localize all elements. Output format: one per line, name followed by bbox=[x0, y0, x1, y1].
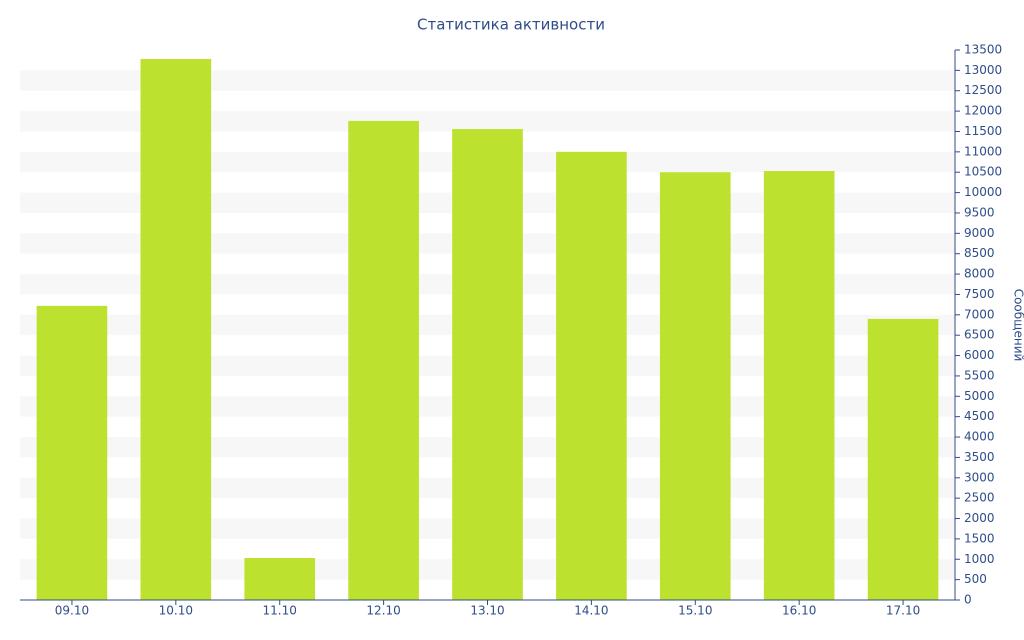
x-tick-label: 14.10 bbox=[574, 604, 608, 618]
y-tick-label: 6000 bbox=[964, 348, 995, 362]
y-tick-label: 4000 bbox=[964, 430, 995, 444]
y-tick-label: 6500 bbox=[964, 328, 995, 342]
x-tick-label: 12.10 bbox=[366, 604, 400, 618]
y-tick-label: 3500 bbox=[964, 450, 995, 464]
x-tick-label: 16.10 bbox=[782, 604, 816, 618]
y-tick-label: 11000 bbox=[964, 144, 1002, 158]
y-tick-label: 7000 bbox=[964, 307, 995, 321]
y-tick-label: 9500 bbox=[964, 205, 995, 219]
y-tick-label: 12000 bbox=[964, 104, 1002, 118]
x-tick-label: 17.10 bbox=[886, 604, 920, 618]
bar bbox=[659, 172, 731, 600]
bar bbox=[348, 120, 419, 600]
y-tick-label: 0 bbox=[964, 593, 972, 607]
y-tick-label: 11500 bbox=[964, 124, 1002, 138]
x-tick-label: 15.10 bbox=[678, 604, 712, 618]
grid-stripe bbox=[20, 111, 955, 132]
y-tick-label: 2500 bbox=[964, 491, 995, 505]
y-tick-label: 13000 bbox=[964, 63, 1002, 77]
y-tick-label: 500 bbox=[964, 572, 987, 586]
y-tick-label: 1000 bbox=[964, 552, 995, 566]
bar bbox=[763, 171, 835, 600]
y-tick-label: 1500 bbox=[964, 531, 995, 545]
y-tick-label: 13500 bbox=[964, 43, 1002, 57]
x-tick-label: 13.10 bbox=[470, 604, 504, 618]
x-tick-label: 11.10 bbox=[263, 604, 297, 618]
bar bbox=[452, 129, 523, 600]
x-tick-label: 10.10 bbox=[159, 604, 193, 618]
y-tick-label: 5000 bbox=[964, 389, 995, 403]
y-tick-label: 3000 bbox=[964, 470, 995, 484]
bar bbox=[140, 58, 212, 601]
y-axis-label: Сообщений bbox=[1012, 289, 1024, 362]
bar bbox=[867, 318, 939, 600]
y-tick-label: 9000 bbox=[964, 226, 995, 240]
chart-title: Статистика активности bbox=[417, 16, 605, 34]
y-tick-label: 2000 bbox=[964, 511, 995, 525]
bar bbox=[556, 151, 627, 600]
y-tick-label: 10000 bbox=[964, 185, 1002, 199]
y-tick-label: 5500 bbox=[964, 368, 995, 382]
bar bbox=[244, 558, 316, 600]
bar bbox=[36, 305, 108, 600]
y-tick-label: 8000 bbox=[964, 267, 995, 281]
y-tick-label: 12500 bbox=[964, 83, 1002, 97]
y-tick-label: 4500 bbox=[964, 409, 995, 423]
y-tick-label: 8500 bbox=[964, 246, 995, 260]
grid-stripe bbox=[20, 70, 955, 91]
y-tick-label: 7500 bbox=[964, 287, 995, 301]
y-tick-label: 10500 bbox=[964, 165, 1002, 179]
x-tick-label: 09.10 bbox=[55, 604, 89, 618]
